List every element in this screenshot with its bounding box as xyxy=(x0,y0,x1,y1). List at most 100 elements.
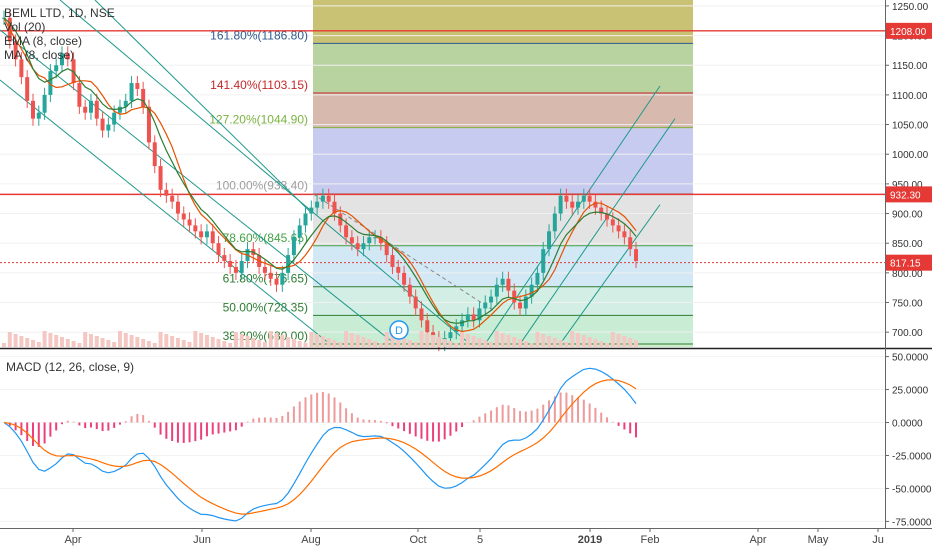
volume-bar xyxy=(344,331,349,347)
volume-bar xyxy=(541,334,546,347)
volume-bar xyxy=(471,336,476,347)
volume-bar xyxy=(112,342,117,347)
candle-body xyxy=(564,195,569,202)
fib-level-label: 141.40%(1103.15) xyxy=(210,78,308,92)
candle-body xyxy=(622,231,627,238)
volume-bar xyxy=(581,335,586,347)
macd-line xyxy=(3,367,637,522)
volume-bar xyxy=(233,332,238,347)
volume-bar xyxy=(280,335,285,347)
trend-channel-line xyxy=(0,79,331,345)
candle-body xyxy=(460,320,465,327)
price-tag xyxy=(886,186,932,203)
price-tag-label: 817.15 xyxy=(890,259,921,270)
candle-body xyxy=(489,296,494,303)
candle-body xyxy=(59,53,64,66)
volume-bar xyxy=(512,337,517,347)
candle-body xyxy=(117,106,122,113)
volume-bar xyxy=(442,339,447,347)
volume-bar xyxy=(309,332,314,347)
candle-body xyxy=(593,201,598,208)
candle-body xyxy=(112,112,117,125)
candle-body xyxy=(465,314,470,321)
candle-body xyxy=(378,237,383,244)
candle-body xyxy=(286,255,291,273)
volume-bar xyxy=(42,331,47,347)
fib-zone xyxy=(313,93,693,128)
volume-bar xyxy=(286,337,291,347)
volume-bar xyxy=(13,334,18,347)
candle-body xyxy=(628,237,633,250)
macd-axis-label: 0.0000 xyxy=(892,419,923,430)
volume-bar xyxy=(228,343,233,347)
volume-bar xyxy=(135,337,140,347)
candle-body xyxy=(170,195,175,202)
volume-bar xyxy=(19,336,24,347)
volume-bar xyxy=(460,332,465,347)
volume-bar xyxy=(146,341,151,347)
volume-bar xyxy=(291,339,296,347)
candle-body xyxy=(71,59,76,84)
candle-body xyxy=(320,195,325,202)
volume-bar xyxy=(94,336,99,347)
volume-bar xyxy=(326,338,331,347)
candle-body xyxy=(413,296,418,309)
volume-bar xyxy=(610,332,615,347)
candle-body xyxy=(634,249,638,261)
candle-body xyxy=(402,272,407,285)
candle-body xyxy=(558,195,563,214)
legend-vol: Vol (20) xyxy=(4,20,46,34)
time-axis-label: Feb xyxy=(641,534,660,546)
volume-bar xyxy=(634,340,638,347)
candle-body xyxy=(129,83,134,101)
candle-body xyxy=(291,237,296,256)
volume-bar xyxy=(378,343,383,347)
volume-bar xyxy=(320,336,325,347)
volume-bar xyxy=(535,332,540,347)
volume-bar xyxy=(106,340,111,347)
volume-bar xyxy=(355,335,360,347)
volume-bar xyxy=(523,341,528,347)
time-axis-label: 2019 xyxy=(578,534,602,546)
trend-channel-line xyxy=(59,0,471,345)
price-axis-label: 1150.00 xyxy=(892,61,928,72)
legend-ma: MA (8, close) xyxy=(4,48,75,62)
volume-bar xyxy=(465,334,470,347)
volume-bar xyxy=(628,338,633,347)
candle-body xyxy=(152,142,157,167)
price-tag-label: 1208.00 xyxy=(890,27,927,38)
time-axis-label: Ju xyxy=(872,534,884,546)
price-tag xyxy=(886,254,932,271)
volume-bar xyxy=(303,343,308,347)
candle-body xyxy=(193,225,198,232)
candle-body xyxy=(210,231,215,244)
volume-bar xyxy=(48,333,53,347)
volume-bar xyxy=(402,338,407,347)
candle-body xyxy=(19,59,24,78)
volume-bar xyxy=(117,331,122,347)
price-axis-label: 900.00 xyxy=(892,210,923,221)
fib-zone xyxy=(313,43,693,94)
candle-body xyxy=(581,195,586,202)
volume-bar xyxy=(587,337,592,347)
volume-bar xyxy=(332,340,337,347)
candle-body xyxy=(54,65,59,72)
legend: BEML LTD, 1D, NSE Vol (20) EMA (8, close… xyxy=(4,6,115,62)
volume-bar xyxy=(419,331,424,347)
volume-bar xyxy=(170,336,175,347)
candle-body xyxy=(477,308,482,321)
trend-channel-line xyxy=(94,0,313,214)
candle-body xyxy=(390,255,395,267)
volume-bar xyxy=(30,340,35,347)
volume-bar xyxy=(158,332,163,347)
candle-body xyxy=(309,207,314,214)
volume-bar xyxy=(367,339,372,347)
fib-level-label: 161.80%(1186.80) xyxy=(210,28,308,42)
candle-body xyxy=(13,41,18,60)
macd-axis-label: 50.0000 xyxy=(892,353,929,364)
volume-bar xyxy=(59,337,64,347)
candle-body xyxy=(552,213,557,232)
volume-bar xyxy=(396,336,401,347)
candle-body xyxy=(523,296,528,309)
